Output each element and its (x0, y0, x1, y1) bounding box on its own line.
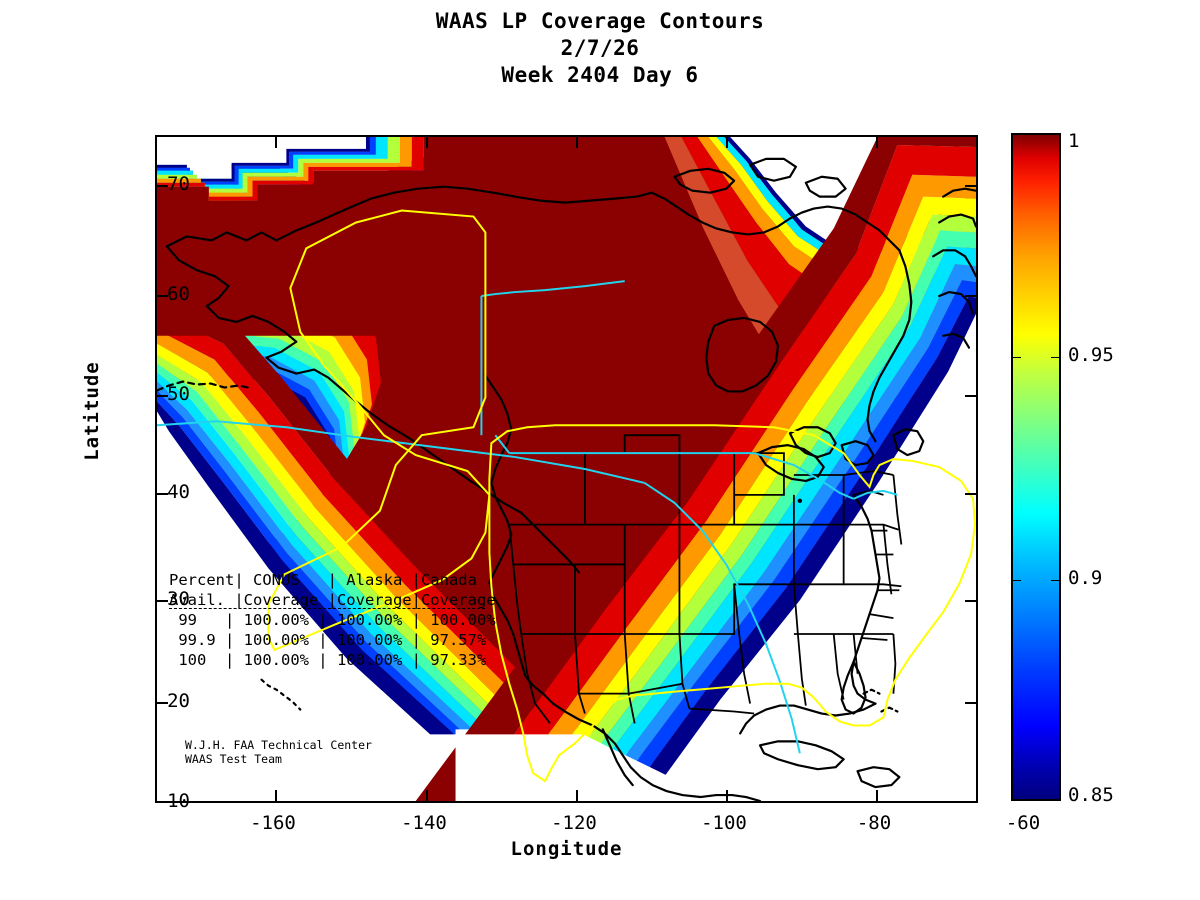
credit-block: W.J.H. FAA Technical Center WAAS Test Te… (185, 738, 372, 766)
colorbar-gradient (1013, 135, 1059, 799)
colorbar-tick-090-right (1051, 580, 1059, 581)
y-tick-label-70: 70 (167, 173, 190, 195)
colorbar-label-09: 0.9 (1068, 567, 1103, 589)
y-tick-50 (157, 395, 168, 397)
title-line-1: WAAS LP Coverage Contours (435, 9, 765, 33)
x-tick-140 (426, 790, 428, 801)
x-tick-160-top (275, 137, 277, 148)
y-tick-label-50: 50 (167, 383, 190, 405)
x-tick-140-top (426, 137, 428, 148)
x-tick-160 (275, 790, 277, 801)
stats-header-row-2: Avail. |Coverage |Coverage|Coverage (169, 591, 496, 609)
x-tick-label-60: -60 (1005, 812, 1041, 834)
figure-title: WAAS LP Coverage Contours 2/7/26 Week 24… (0, 8, 1200, 89)
stats-row-100: 100 | 100.00% | 100.00% | 97.33% (169, 651, 487, 669)
x-tick-label-120: -120 (551, 812, 597, 834)
credit-line-1: W.J.H. FAA Technical Center (185, 738, 372, 752)
y-tick-label-60: 60 (167, 283, 190, 305)
x-tick-120 (576, 790, 578, 801)
x-tick-80-top (876, 137, 878, 148)
title-line-2: 2/7/26 (560, 36, 640, 60)
y-tick-30 (157, 600, 168, 602)
y-tick-20-right (965, 702, 976, 704)
y-tick-40-right (965, 493, 976, 495)
northwest-no-coverage (157, 137, 366, 179)
x-tick-100-top (726, 137, 728, 148)
contour-band-group (157, 137, 976, 801)
y-tick-60-right (965, 295, 976, 297)
service-volume-boundary-layer (267, 209, 976, 783)
y-tick-70-right (965, 185, 976, 187)
title-line-3: Week 2404 Day 6 (501, 63, 699, 87)
pacific-no-coverage (157, 413, 516, 801)
y-axis-title: Latitude (81, 361, 103, 461)
y-tick-30-right (965, 600, 976, 602)
map-plot-area: Percent| CONUS | Alaska |Canada Avail. |… (155, 135, 978, 803)
y-tick-60 (157, 295, 168, 297)
stats-row-999: 99.9 | 100.00% | 100.00% | 97.57% (169, 631, 487, 649)
x-tick-label-100: -100 (701, 812, 747, 834)
stats-row-99: 99 | 100.00% | 100.00% | 100.00% (169, 611, 496, 629)
x-tick-label-80: -80 (856, 812, 892, 834)
coastlines-layer (157, 157, 976, 801)
y-tick-40 (157, 493, 168, 495)
colorbar-label-1: 1 (1068, 130, 1080, 152)
y-tick-label-10: 10 (167, 790, 190, 812)
x-tick-label-160: -160 (250, 812, 296, 834)
x-axis-title: Longitude (510, 838, 623, 860)
colorbar-label-095: 0.95 (1068, 344, 1114, 366)
stats-table-divider (169, 608, 485, 609)
coverage-contour-map (157, 137, 976, 801)
x-tick-100 (726, 790, 728, 801)
y-tick-50-right (965, 395, 976, 397)
y-tick-label-40: 40 (167, 481, 190, 503)
coverage-stats-table: Percent| CONUS | Alaska |Canada Avail. |… (169, 570, 496, 670)
y-tick-label-30: 30 (167, 588, 190, 610)
state-boundaries-layer (508, 434, 903, 725)
y-tick-label-20: 20 (167, 690, 190, 712)
x-tick-80 (876, 790, 878, 801)
x-tick-label-140: -140 (401, 812, 447, 834)
colorbar (1011, 133, 1061, 801)
colorbar-tick-090 (1013, 580, 1021, 581)
credit-line-2: WAAS Test Team (185, 752, 282, 766)
y-tick-20 (157, 702, 168, 704)
colorbar-tick-095 (1013, 357, 1021, 358)
colorbar-label-085: 0.85 (1068, 784, 1114, 806)
x-tick-120-top (576, 137, 578, 148)
y-tick-70 (157, 185, 168, 187)
stats-header-row-1: Percent| CONUS | Alaska |Canada (169, 571, 477, 589)
colorbar-tick-095-right (1051, 357, 1059, 358)
caribbean-white-cut (455, 734, 976, 801)
